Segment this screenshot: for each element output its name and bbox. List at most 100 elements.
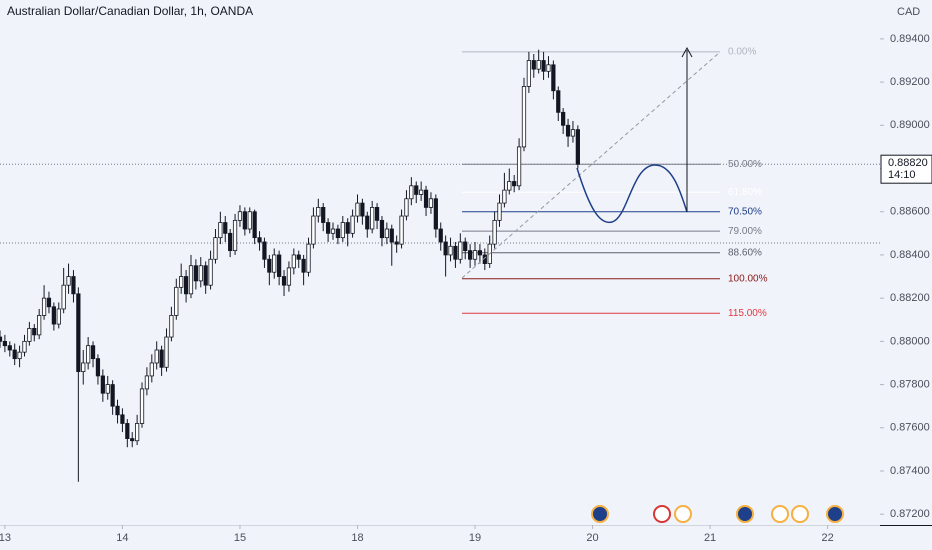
fib-label: 0.00% — [728, 46, 756, 57]
candle-body — [448, 245, 453, 256]
candle-body — [252, 211, 257, 239]
fib-label: 115.00% — [728, 308, 767, 319]
candle-body — [86, 345, 91, 364]
candle-body — [198, 265, 203, 282]
x-tick-label: 19 — [469, 532, 481, 544]
candle-body — [66, 276, 71, 286]
candle-body — [414, 185, 419, 195]
candle-body — [22, 340, 27, 353]
candle-body — [301, 258, 306, 273]
candle-body — [516, 146, 522, 187]
candle-body — [340, 222, 345, 239]
candle-body — [428, 198, 434, 208]
candle-body — [316, 207, 321, 217]
candle-body — [51, 306, 56, 325]
y-tick-label: 0.89200 — [890, 76, 930, 88]
candle-body — [531, 60, 536, 70]
candle-body — [311, 215, 316, 245]
axis-layer: 0.894000.892000.890000.888000.886000.884… — [0, 33, 932, 544]
candle-body — [218, 222, 223, 239]
flag-au[interactable] — [736, 505, 754, 523]
candle-body — [286, 267, 292, 286]
flag-ca[interactable] — [653, 505, 671, 523]
candle-body — [335, 228, 341, 239]
y-tick-label: 0.87400 — [890, 465, 930, 477]
candle-body — [149, 362, 154, 377]
candle-body — [570, 129, 576, 137]
candle-body — [0, 336, 3, 342]
last-price-label: 0.88820 — [888, 157, 928, 169]
candle-body — [76, 293, 81, 373]
candle-body — [399, 215, 404, 245]
candle-body — [512, 181, 517, 187]
candle-body — [296, 254, 301, 260]
candle-body — [208, 258, 213, 286]
candle-body — [267, 258, 272, 273]
y-tick-label: 0.89400 — [890, 33, 930, 45]
candle-body — [125, 423, 130, 439]
candle-body — [463, 241, 468, 252]
fib-label: 61.80% — [728, 187, 762, 198]
candle-body — [561, 111, 566, 126]
chart-title: Australian Dollar/Canadian Dollar, 1h, O… — [7, 4, 253, 18]
y-tick-label: 0.88600 — [890, 206, 930, 218]
flag-au[interactable] — [826, 505, 844, 523]
candle-body — [203, 265, 208, 286]
candle-body — [404, 198, 409, 217]
candle-body — [541, 60, 546, 72]
candle-body — [223, 222, 228, 234]
candle-body — [389, 228, 394, 243]
countdown-label: 14:10 — [888, 169, 916, 181]
candle-body — [228, 232, 233, 252]
candle-body — [169, 315, 174, 338]
candle-body — [164, 336, 169, 368]
fib-layer: 0.00% 50.00% 61.80% 70.50% 79.00% 88.60% 100.0… — [462, 46, 768, 319]
fib-label: 100.00% — [728, 273, 768, 284]
candle-body — [139, 388, 145, 424]
candle-body — [183, 276, 189, 295]
candle-body — [213, 237, 218, 260]
flag-au[interactable] — [591, 505, 609, 523]
candle-body — [419, 189, 424, 195]
candle-body — [12, 349, 17, 360]
flag-ca[interactable] — [674, 505, 692, 523]
event-flags — [591, 505, 844, 523]
candle-body — [433, 198, 438, 230]
x-tick-label: 14 — [116, 532, 128, 544]
candle-body — [7, 345, 12, 351]
candle-body — [232, 219, 238, 252]
candle-body — [257, 237, 262, 243]
projection-curve — [576, 164, 688, 224]
candle-body — [90, 345, 96, 360]
candle-body — [37, 315, 42, 336]
candle-body — [179, 276, 184, 288]
x-tick-label: 22 — [821, 532, 833, 544]
candle-body — [115, 405, 120, 416]
candle-body — [497, 202, 502, 221]
candle-body — [458, 241, 463, 260]
candle-body — [472, 250, 478, 260]
y-tick-label: 0.87800 — [890, 378, 930, 390]
x-tick-label: 13 — [0, 532, 11, 544]
candle-body — [262, 241, 267, 260]
candle-body — [247, 211, 252, 230]
candle-body — [110, 384, 115, 407]
candle-body — [56, 308, 61, 325]
trend-line — [461, 51, 721, 279]
candle-body — [277, 254, 282, 277]
flag-ca[interactable] — [771, 505, 789, 523]
candle-body — [360, 202, 365, 217]
candle-body — [370, 207, 375, 230]
candle-body — [61, 284, 66, 310]
candle-body — [281, 276, 287, 286]
candle-body — [468, 250, 473, 260]
y-tick-label: 0.87200 — [890, 508, 930, 520]
flag-ca[interactable] — [791, 505, 809, 523]
candle-body — [17, 351, 22, 360]
candle-body — [27, 327, 32, 342]
candle-body — [105, 384, 110, 394]
candle-body — [321, 207, 326, 223]
